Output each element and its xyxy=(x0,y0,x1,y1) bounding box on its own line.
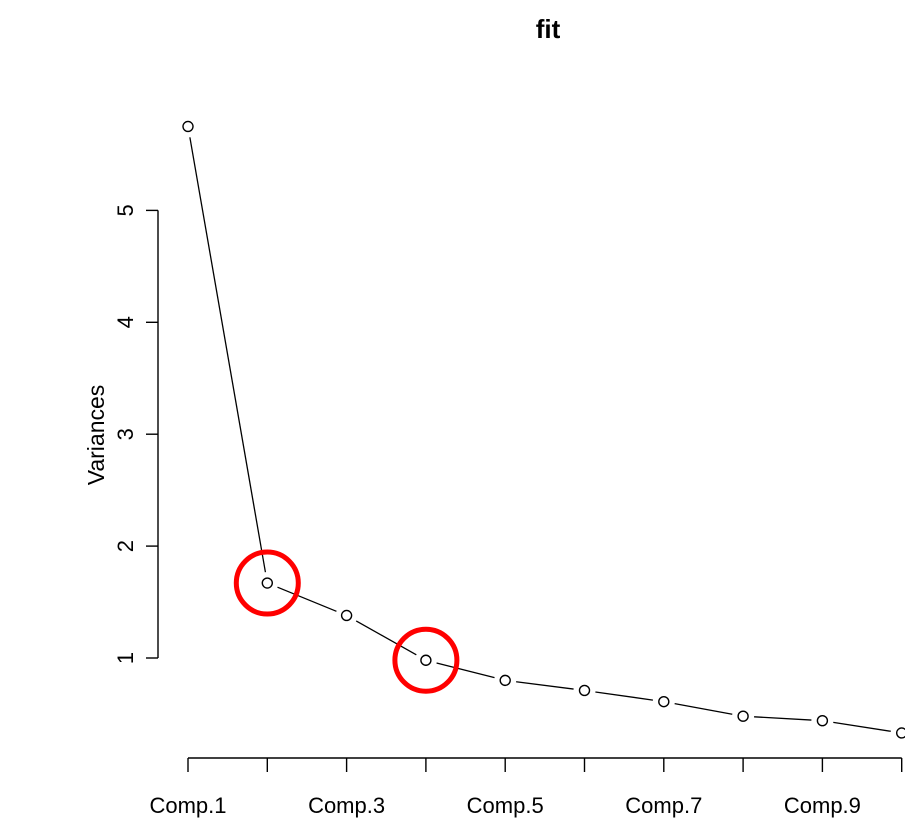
highlight-circles xyxy=(233,549,460,694)
highlight-ring-comp-2 xyxy=(233,549,301,617)
series-line-segment xyxy=(674,702,733,715)
chart-title: fit xyxy=(536,14,561,44)
data-point-comp-2 xyxy=(261,577,273,589)
y-tick-label: 4 xyxy=(113,316,138,328)
y-tick-label: 3 xyxy=(113,428,138,440)
series-line-segment xyxy=(277,586,337,612)
series-line-segment xyxy=(595,691,653,701)
data-point-comp-5 xyxy=(499,674,511,687)
data-point-comp-9 xyxy=(816,714,829,727)
x-tick-label: Comp.7 xyxy=(625,793,702,818)
data-point-comp-3 xyxy=(340,609,353,622)
x-tick-label: Comp.9 xyxy=(784,793,861,818)
x-tick-label: Comp.5 xyxy=(467,793,544,818)
series-line-segment xyxy=(754,716,812,721)
y-tick-label: 2 xyxy=(113,540,138,552)
series-line xyxy=(189,137,891,732)
y-tick-label: 1 xyxy=(113,652,138,664)
series-line-segment xyxy=(833,721,891,732)
series-line-segment xyxy=(189,137,267,573)
data-point-comp-4 xyxy=(420,654,432,666)
series-line-segment xyxy=(516,681,574,690)
y-tick-label: 5 xyxy=(113,204,138,216)
highlight-ring-comp-4 xyxy=(392,626,460,694)
x-axis: Comp.1 Comp.3 Comp.5 Comp.7 Comp.9 xyxy=(149,757,903,818)
data-point-comp-10 xyxy=(896,727,905,739)
x-tick-label: Comp.3 xyxy=(308,793,385,818)
series-line-segment xyxy=(436,662,495,679)
data-point-comp-8 xyxy=(737,710,749,722)
x-tick-label: Comp.1 xyxy=(149,793,226,818)
series-line-segment xyxy=(355,620,417,656)
y-axis: 1 2 3 4 5 xyxy=(113,204,159,664)
data-point-comp-7 xyxy=(658,695,670,708)
y-axis-label: Variances xyxy=(83,385,109,486)
data-point-comp-1 xyxy=(182,120,194,133)
series-points xyxy=(182,120,905,739)
data-point-comp-6 xyxy=(578,684,591,697)
